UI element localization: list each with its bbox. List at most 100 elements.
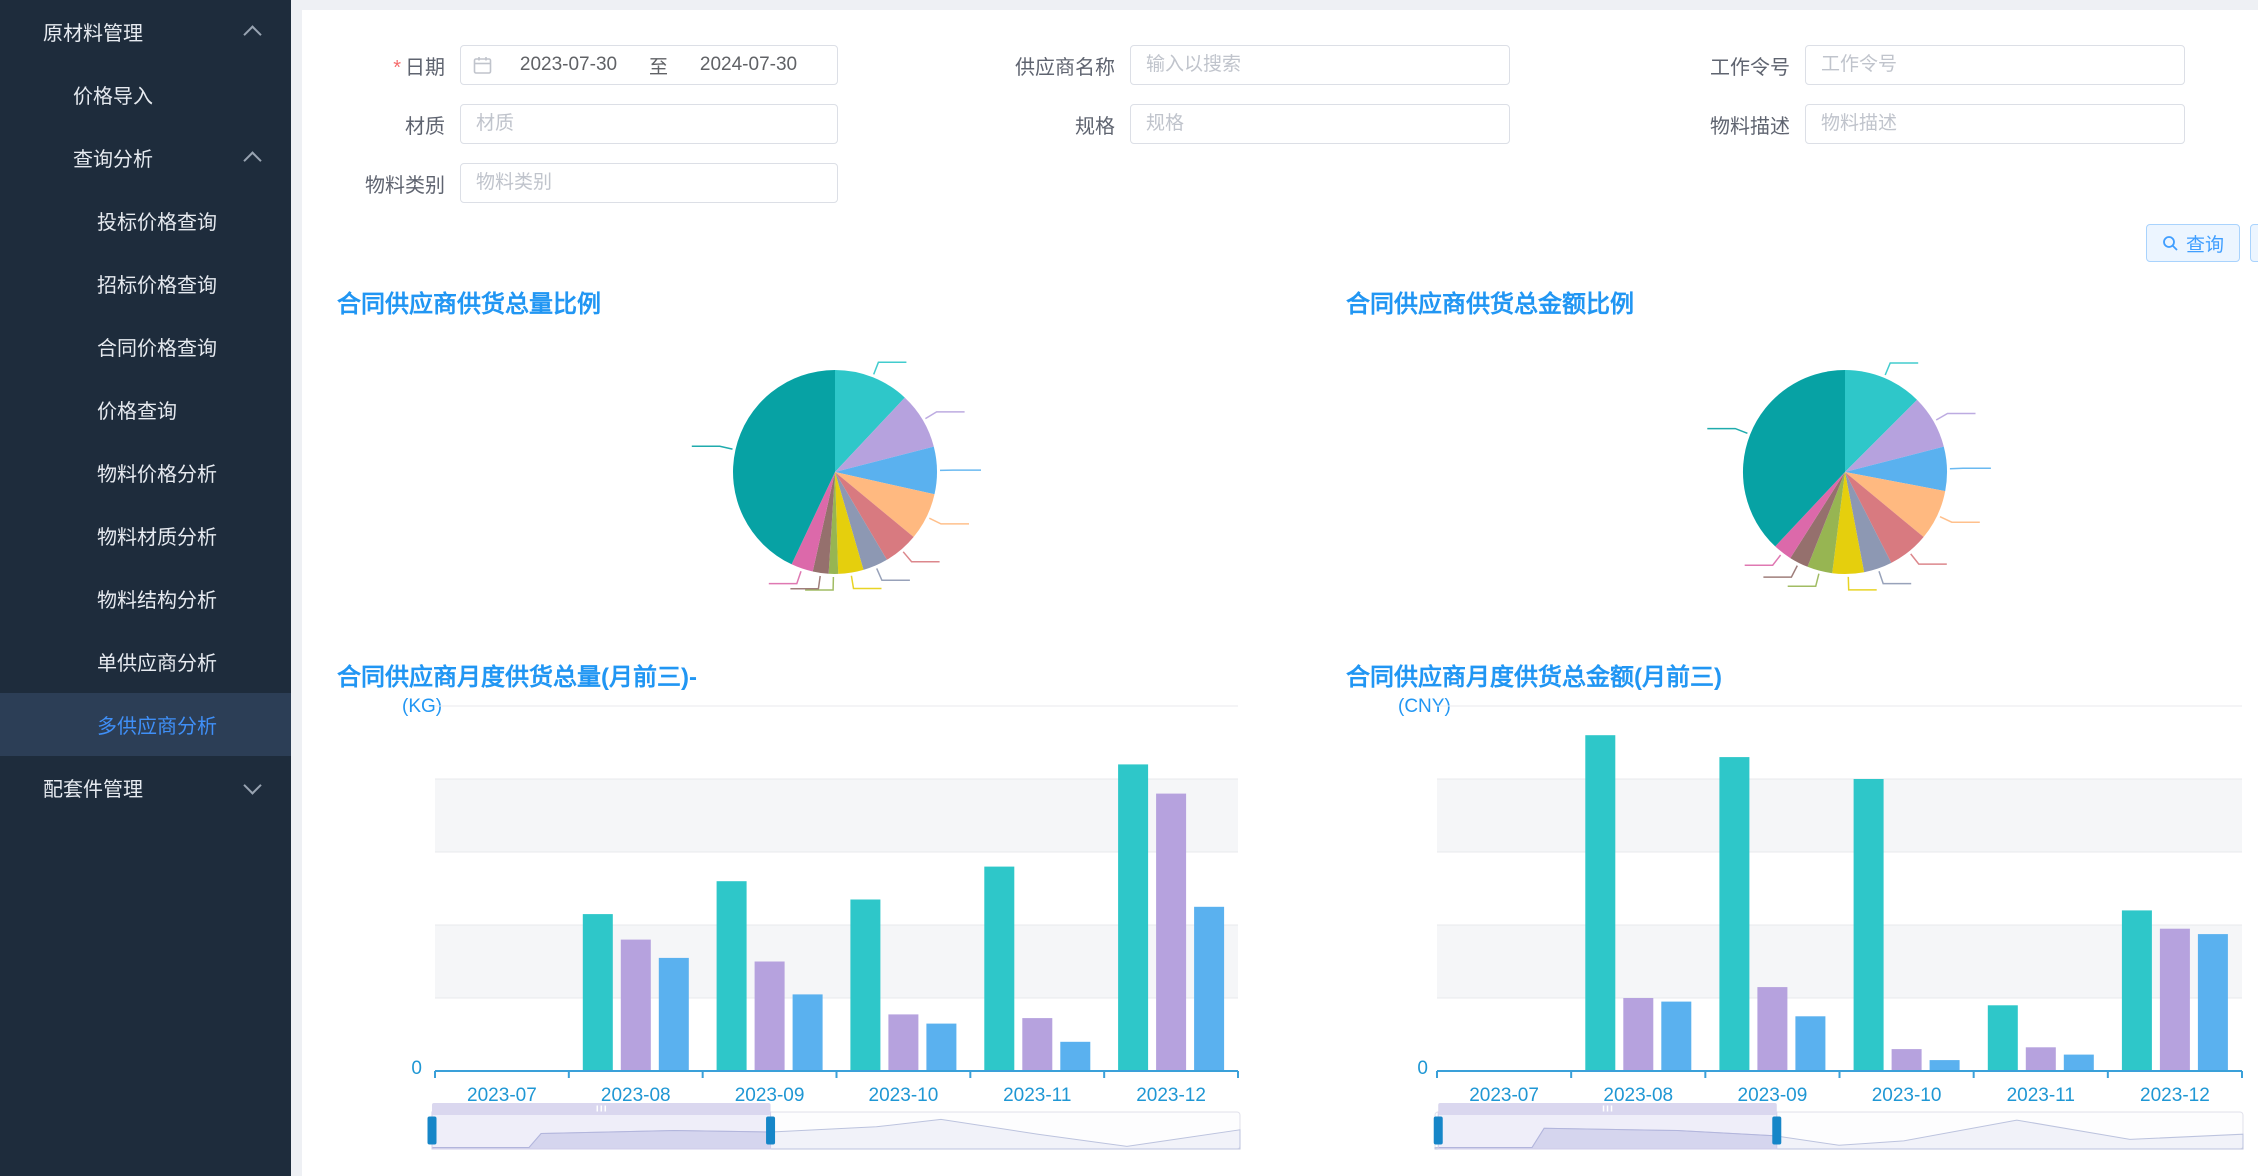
material-desc-input[interactable] [1805, 104, 2185, 144]
pie-slice[interactable] [1807, 472, 1846, 574]
bar[interactable] [1853, 779, 1884, 1071]
pie-slice[interactable] [1832, 472, 1865, 575]
pie-slice[interactable] [835, 397, 934, 472]
bar[interactable] [792, 994, 823, 1071]
pie-slice[interactable] [1845, 472, 1924, 563]
bar[interactable] [658, 957, 689, 1072]
pie-slice[interactable] [835, 472, 887, 570]
x-axis-label: 2023-10 [869, 1085, 939, 1106]
chevron-down-icon [243, 776, 262, 795]
pie-slice[interactable] [1845, 399, 1944, 472]
pie-slice[interactable] [733, 370, 835, 565]
bar[interactable] [1757, 987, 1788, 1072]
date-range-input[interactable]: 2023-07-30 至 2024-07-30 [460, 45, 838, 85]
bar[interactable] [926, 1023, 957, 1072]
date-end-value[interactable]: 2024-07-30 [699, 54, 798, 75]
x-axis-label: 2023-09 [735, 1085, 805, 1106]
bar[interactable] [1585, 735, 1616, 1071]
spec-input[interactable] [1130, 104, 1510, 144]
pie-slice[interactable] [1775, 472, 1845, 559]
pie-slice[interactable] [1845, 472, 1892, 573]
pie-slice[interactable] [1845, 446, 1948, 492]
pie-chart-supply-volume[interactable] [625, 312, 1045, 632]
supplier-input[interactable] [1130, 45, 1510, 85]
bar[interactable] [1719, 757, 1750, 1071]
datazoom-slider-volume[interactable] [427, 1102, 1252, 1162]
bar[interactable] [1891, 1049, 1922, 1071]
sidebar-item-投标价格查询[interactable]: 投标价格查询 [0, 189, 291, 252]
clipped-secondary-button[interactable] [2250, 224, 2258, 262]
sidebar-item-物料价格分析[interactable]: 物料价格分析 [0, 441, 291, 504]
bar[interactable] [2121, 910, 2152, 1071]
bar[interactable] [1795, 1016, 1826, 1072]
bar[interactable] [754, 961, 785, 1072]
x-axis-label: 2023-09 [1738, 1085, 1808, 1106]
bar[interactable] [582, 914, 613, 1071]
bar[interactable] [850, 899, 881, 1072]
sidebar-item-单供应商分析[interactable]: 单供应商分析 [0, 630, 291, 693]
bar[interactable] [716, 881, 747, 1071]
sidebar-item-查询分析[interactable]: 查询分析 [0, 126, 291, 189]
pie-slice[interactable] [1742, 370, 1845, 547]
sidebar-item-配套件管理[interactable]: 配套件管理 [0, 756, 291, 819]
pie-label-line [1935, 412, 1976, 421]
pie-slice[interactable] [1845, 472, 1946, 537]
supplier-field: 供应商名称 [972, 45, 1510, 85]
pie-slice[interactable] [791, 472, 835, 572]
pie-slice[interactable] [835, 472, 914, 560]
datazoom-slider-amount[interactable] [1430, 1102, 2255, 1162]
bar[interactable] [1623, 998, 1654, 1071]
bar[interactable] [984, 866, 1015, 1071]
work-order-input[interactable] [1805, 45, 2185, 85]
sidebar-item-原材料管理[interactable]: 原材料管理 [0, 0, 291, 63]
sidebar-item-label: 物料价格分析 [97, 464, 217, 486]
sidebar-item-多供应商分析[interactable]: 多供应商分析 [0, 693, 291, 756]
pie-label-line [691, 445, 733, 450]
bar[interactable] [2159, 928, 2190, 1071]
bar[interactable] [2063, 1054, 2094, 1071]
pie-slice[interactable] [835, 472, 864, 574]
datazoom-handle[interactable] [427, 1116, 437, 1145]
bar[interactable] [1661, 1001, 1692, 1071]
bar[interactable] [1022, 1018, 1053, 1071]
bar[interactable] [1156, 793, 1187, 1071]
pie-slice[interactable] [835, 446, 937, 495]
pie-slice[interactable] [835, 472, 935, 537]
material-input[interactable] [460, 104, 838, 144]
bar[interactable] [2025, 1047, 2056, 1071]
pie-slice[interactable] [1845, 370, 1918, 472]
pie-chart-supply-amount[interactable] [1635, 312, 2055, 632]
datazoom-selection[interactable] [1437, 1111, 1778, 1150]
bar[interactable] [888, 1014, 919, 1071]
pie-slice[interactable] [835, 370, 905, 472]
datazoom-handle[interactable] [1433, 1116, 1443, 1145]
bar[interactable] [1929, 1060, 1960, 1071]
bar[interactable] [1060, 1041, 1091, 1071]
sidebar-item-合同价格查询[interactable]: 合同价格查询 [0, 315, 291, 378]
datazoom-handle[interactable] [766, 1116, 776, 1145]
bar-chart-monthly-volume[interactable]: 2023-07 2023-08 2023-09 2023-10 2023-11 2023-… [405, 686, 1268, 1110]
datazoom-handle[interactable] [1772, 1116, 1782, 1145]
pie-slice[interactable] [1790, 472, 1845, 567]
bar[interactable] [620, 939, 651, 1071]
bar[interactable] [1194, 906, 1225, 1072]
bar[interactable] [1118, 764, 1149, 1071]
datazoom-selection[interactable] [431, 1111, 772, 1150]
pie-slice[interactable] [828, 472, 839, 574]
bar[interactable] [2197, 934, 2228, 1071]
date-start-value[interactable]: 2023-07-30 [519, 54, 618, 75]
sidebar-item-价格查询[interactable]: 价格查询 [0, 378, 291, 441]
search-button[interactable]: 查询 [2146, 224, 2240, 262]
bar[interactable] [1987, 1005, 2018, 1071]
sidebar-item-label: 招标价格查询 [97, 275, 217, 297]
supplier-label: 供应商名称 [1015, 56, 1115, 79]
sidebar-item-label: 物料结构分析 [97, 590, 217, 612]
pie-slice[interactable] [812, 472, 835, 574]
material-category-input[interactable] [460, 163, 838, 203]
bar-chart-monthly-amount[interactable]: 2023-07 2023-08 2023-09 2023-10 2023-11 2023-… [1407, 686, 2258, 1110]
datazoom-shadow-selected [432, 1129, 771, 1150]
sidebar-item-物料材质分析[interactable]: 物料材质分析 [0, 504, 291, 567]
sidebar-item-招标价格查询[interactable]: 招标价格查询 [0, 252, 291, 315]
sidebar-item-价格导入[interactable]: 价格导入 [0, 63, 291, 126]
sidebar-item-物料结构分析[interactable]: 物料结构分析 [0, 567, 291, 630]
